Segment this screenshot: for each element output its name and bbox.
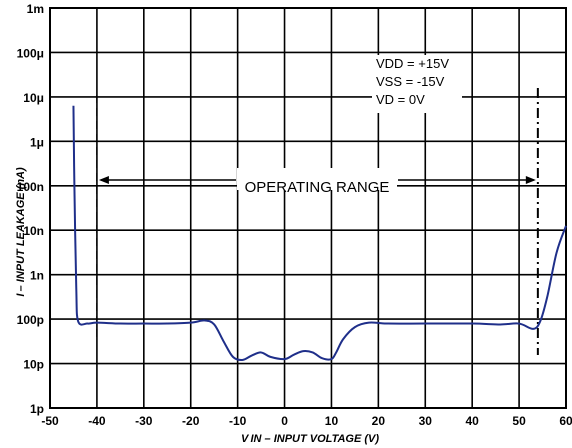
x-tick-label: -50 [41,414,59,428]
series-group [72,105,567,362]
y-tick-label: 10p [23,358,44,372]
y-tick-label: 10μ [23,91,44,105]
arrow-head-left [98,176,109,184]
y-tick-label: 1p [30,402,44,416]
series-line [72,105,567,362]
x-tick-label: 20 [372,414,386,428]
x-axis-title: V IN – INPUT VOLTAGE (V) [241,433,379,445]
x-tick-label: -10 [229,414,247,428]
operating-range-arrow [98,168,536,190]
y-tick-label: 100p [17,313,44,327]
test-conditions: VDD = +15V VSS = -15V VD = 0V [372,55,462,113]
x-tick-label: 0 [281,414,288,428]
y-tick-label: 1n [30,269,44,283]
x-tick-labels: -50 -40 -30 -20 -10 0 10 20 30 40 50 60 [41,414,572,428]
arrow-head-right [525,176,536,184]
y-tick-labels: 1m 100μ 10μ 1μ 100n 10n 1n 100p 10p 1p [17,2,44,416]
y-tick-label: 100μ [17,46,44,60]
x-tick-label: 10 [325,414,339,428]
conditions-backdrop [372,55,462,113]
x-tick-label: -30 [135,414,153,428]
label-backdrop [237,168,397,190]
x-tick-label: -20 [182,414,200,428]
y-tick-label: 1μ [30,135,44,149]
operating-range-label: OPERATING RANGE [245,179,390,196]
x-tick-label: 40 [466,414,480,428]
condition-text: VDD = +15V [376,56,449,71]
y-tick-label: 10n [23,224,44,238]
x-tick-label: 30 [419,414,433,428]
y-axis-title: I – INPUT LEAKAGE (nA) [15,167,27,297]
y-tick-label: 100n [17,180,44,194]
y-tick-label: 1m [27,2,44,16]
plot-border [49,7,567,409]
x-tick-label: 50 [512,414,526,428]
x-tick-label: 60 [559,414,572,428]
grid [49,7,567,409]
condition-text: VSS = -15V [376,74,445,89]
condition-text: VD = 0V [376,92,425,107]
operating-range-markers [96,88,539,355]
x-tick-label: -40 [88,414,106,428]
